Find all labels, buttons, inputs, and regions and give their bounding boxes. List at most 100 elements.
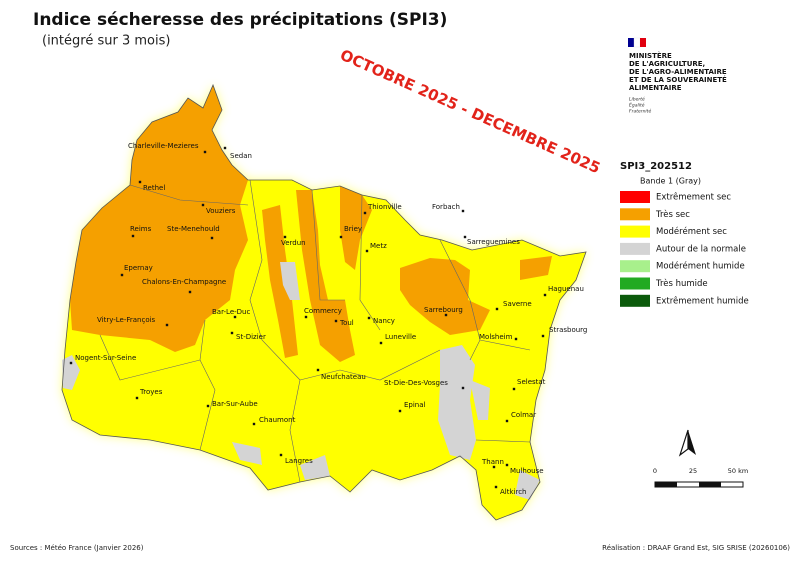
city-label: St-Dizier [236,333,266,341]
city-dot [444,313,448,317]
department-border [479,339,531,351]
city-label: Strasbourg [549,326,587,334]
ministry-motto: Liberté [629,96,645,103]
zone-normale [62,355,80,390]
city-dot [201,203,205,207]
city-dot [283,235,287,239]
city-label: Haguenau [548,285,584,293]
city-label: Epinal [404,401,426,409]
department-border [439,239,481,361]
subtitle: (intégré sur 3 mois) [42,34,170,49]
department-border [311,189,345,301]
city-dot [131,234,135,238]
city-label: Commercy [304,307,342,315]
city-label: Neufchateau [321,373,366,381]
legend-swatch [620,260,650,273]
city-label: Sarreguemines [467,238,520,246]
city-label: Forbach [432,203,460,211]
ministry-line: MINISTÈRE [629,51,672,60]
city-dot [541,334,545,338]
city-dot [492,465,496,469]
city-label: Nancy [373,317,395,325]
legend-swatch [620,242,650,255]
legend-label: Extrêmement humide [656,295,749,306]
legend-label: Autour de la normale [656,244,746,254]
city-label: Colmar [511,411,536,419]
department-border [475,439,531,443]
city-label: Altkirch [500,488,527,496]
legend-label: Très humide [655,278,708,289]
city-dot [512,387,516,391]
city-dot [69,361,73,365]
city-label: Bar-Sur-Aube [212,400,258,408]
city-label: Chalons-En-Champagne [142,278,226,286]
legend-label: Très sec [655,209,690,220]
scale-label: 50 km [728,467,748,475]
legend-swatch [620,225,650,238]
city-label: Vitry-Le-François [97,316,156,324]
city-label: Troyes [139,388,163,396]
map-outline [61,83,587,521]
zone-tres-sec [520,256,552,280]
city-dot [363,211,367,215]
zone-normale [300,455,330,480]
legend-swatch [620,208,650,221]
city-label: Verdun [281,239,306,247]
ministry-logo [628,37,646,48]
city-dot [165,323,169,327]
scale-label: 0 [653,467,657,475]
ministry-line: ET DE LA SOUVERAINETÉ [629,75,727,84]
city-label: Selestat [517,378,546,386]
zone-tres-sec [400,258,490,335]
city-label: Sedan [230,152,252,160]
city-label: Bar-Le-Duc [212,308,250,316]
north-arrow-right [688,430,696,455]
ministry-motto: Fraternité [629,108,651,115]
map: Charleville-Mezieres Sedan Rethel Vouziers R… [61,83,587,521]
zone-normale [280,262,300,300]
city-label: Molsheim [479,333,513,341]
city-dot [494,485,498,489]
legend-band: Bande 1 (Gray) [640,177,701,186]
city-label: St-Die-Des-Vosges [384,379,448,387]
city-label: Toul [339,319,354,327]
city-dot [252,422,256,426]
city-dot [365,249,369,253]
city-label: Epernay [124,264,153,272]
sources: Sources : Météo France (Janvier 2026) [10,544,144,552]
legend-swatch [620,277,650,290]
city-dot [316,368,320,372]
flag-red [640,38,646,47]
city-dot [230,331,234,335]
legend-label: Extrêmement sec [656,192,731,203]
ministry-line: DE L'AGRICULTURE, [629,60,705,68]
city-dot [495,307,499,311]
department-border [359,194,381,331]
flag-white [633,37,641,48]
zone-normale [232,442,262,465]
ministry-motto: Égalité [629,101,645,109]
department-border [299,349,441,381]
city-label: Charleville-Mezieres [128,142,199,150]
city-label: Thionville [367,203,402,211]
city-dot [188,290,192,294]
zone-normale [515,470,540,500]
city-label: Sarrebourg [424,306,463,314]
city-dot [463,235,467,239]
legend-title: SPI3_202512 [620,161,692,172]
city-dot [206,404,210,408]
city-dot [339,235,343,239]
city-label: Luneville [385,333,416,341]
department-border [129,184,249,206]
city-dot [304,315,308,319]
city-label: Saverne [503,300,532,308]
title: Indice sécheresse des précipitations (SP… [33,10,447,30]
north-arrow [678,429,696,457]
zone-normale [438,345,476,460]
city-label: Reims [130,225,152,233]
city-label: Rethel [143,184,165,192]
city-dot [367,316,371,320]
city-dot [120,273,124,277]
city-dot [543,293,547,297]
city-dot [210,236,214,240]
